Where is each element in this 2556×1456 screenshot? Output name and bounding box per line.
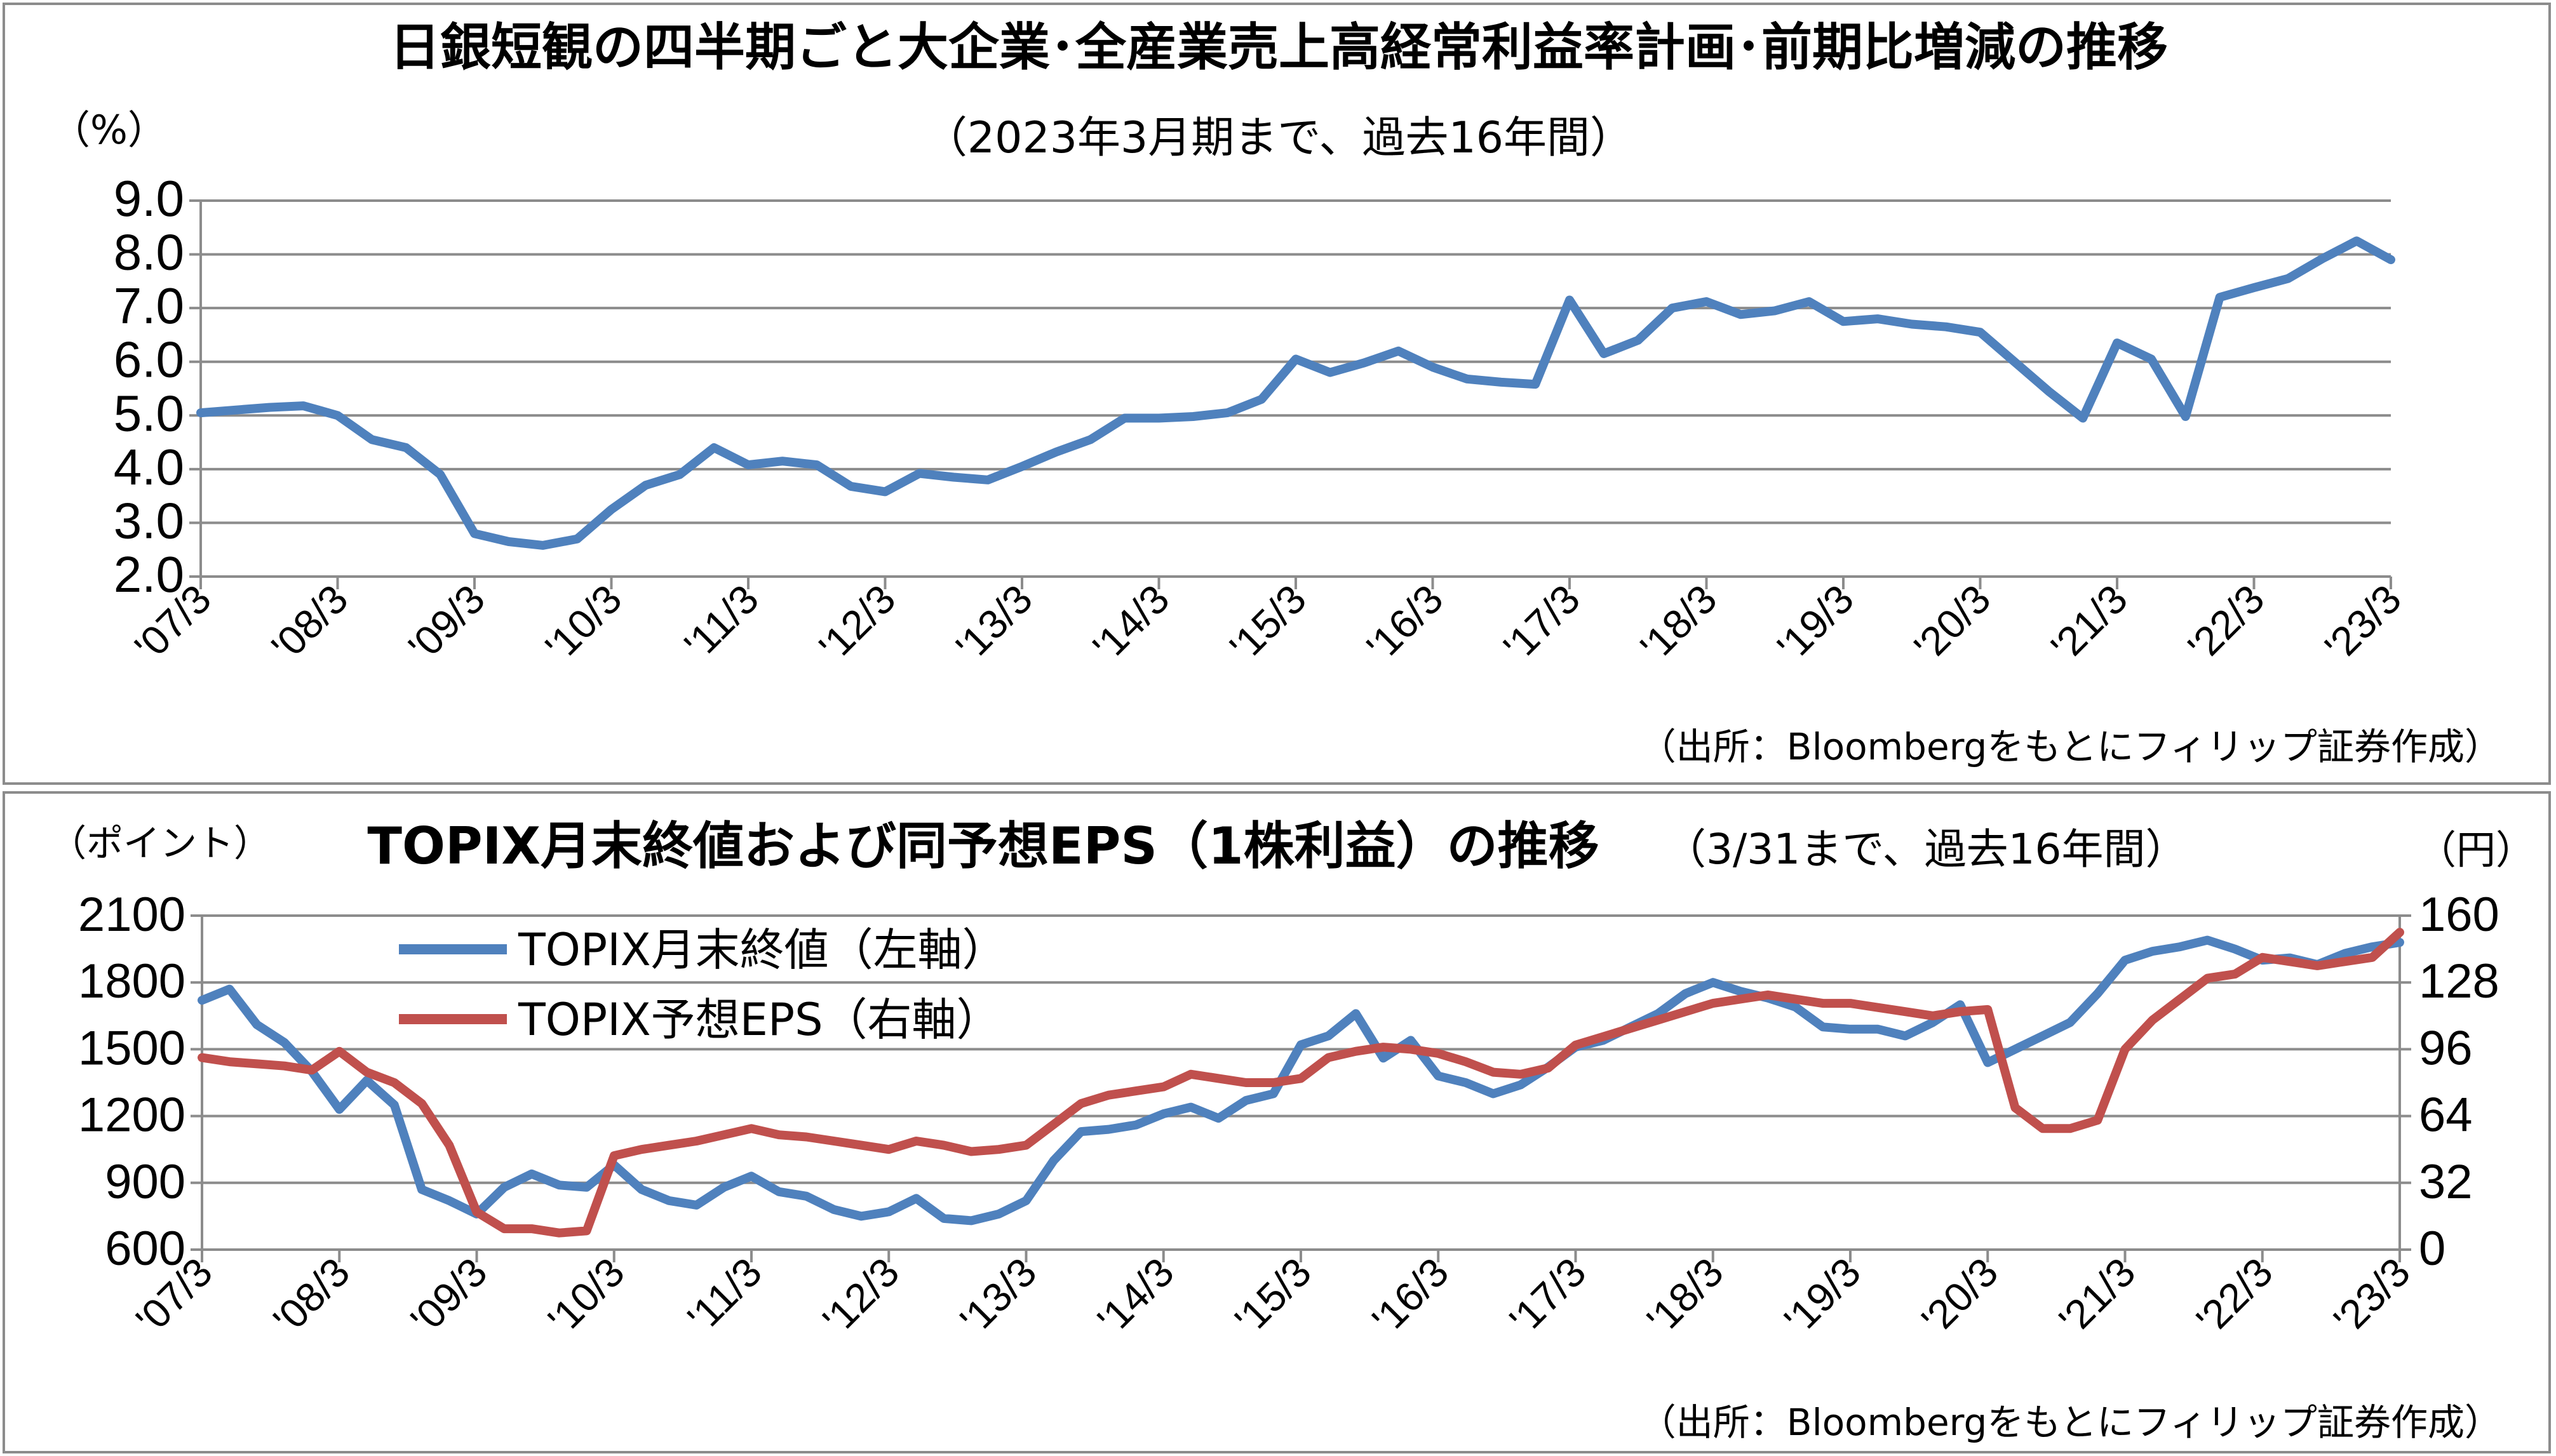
y-tick-label: 5.0 [114, 385, 184, 441]
y-tick-label: 9.0 [114, 170, 184, 227]
y-tick-label: 6.0 [114, 331, 184, 388]
x-tick-label: '19/3 [1775, 1249, 1869, 1343]
x-tick-label: '15/3 [1221, 576, 1315, 670]
x-tick-label: '16/3 [1358, 576, 1452, 670]
x-tick-label: '19/3 [1768, 576, 1862, 670]
plot-area: 21001800150012009006001601289664320'07/3… [78, 888, 2499, 1343]
plot-area: 9.08.07.06.05.04.03.02.0'07/3'08/3'09/3 '… [114, 170, 2410, 670]
right-axis-unit: （円） [2417, 827, 2535, 873]
y-tick-label: 1800 [78, 954, 185, 1008]
upper-chart-panel: 日銀短観の四半期ごと大企業･全産業売上高経常利益率計画･前期比増減の推移 （20… [3, 3, 2551, 785]
x-tick-label: '14/3 [1089, 1249, 1183, 1343]
x-tick-label: '23/3 [2316, 576, 2410, 670]
y-tick-label: 900 [105, 1155, 185, 1209]
x-tick-label: '22/3 [2188, 1249, 2282, 1343]
y-tick-label: 8.0 [114, 224, 184, 281]
x-tick-label: '10/3 [539, 1249, 633, 1343]
x-tick-label: '11/3 [679, 1249, 770, 1340]
x-tick-label: '10/3 [537, 576, 631, 670]
x-tick-label: '22/3 [2179, 576, 2273, 670]
source-note: （出所：Bloombergをもとにフィリップ証券作成） [1639, 1401, 2501, 1444]
x-tick-label: '20/3 [1913, 1249, 2007, 1343]
x-tick-label: '17/3 [1495, 576, 1589, 670]
lower-chart-panel: （ポイント） TOPIX月末終値および同予想EPS（1株利益）の推移 （3/31… [3, 791, 2551, 1453]
y-tick-label: 1500 [78, 1021, 185, 1075]
y2-tick-label: 0 [2419, 1222, 2445, 1276]
source-note: （出所：Bloombergをもとにフィリップ証券作成） [1639, 725, 2501, 768]
x-tick-label: '09/3 [400, 576, 494, 670]
x-tick-label: '13/3 [952, 1249, 1046, 1343]
y-tick-label: 2100 [78, 888, 185, 942]
x-tick-label: '18/3 [1638, 1249, 1732, 1343]
y2-tick-label: 160 [2419, 888, 2499, 942]
x-tick-label: '15/3 [1226, 1249, 1320, 1343]
legend-label-eps: TOPIX予想EPS（右軸） [518, 994, 1001, 1046]
legend-label-topix: TOPIX月末終値（左軸） [518, 924, 1007, 976]
x-tick-label: '20/3 [1906, 576, 2000, 670]
y-tick-label: 4.0 [114, 439, 184, 495]
chart-title: 日銀短観の四半期ごと大企業･全産業売上高経常利益率計画･前期比増減の推移 [389, 18, 2168, 77]
y2-tick-label: 64 [2419, 1088, 2473, 1142]
left-axis-unit: （ポイント） [50, 822, 271, 865]
y2-tick-label: 128 [2419, 954, 2499, 1008]
x-tick-label: '08/3 [265, 1249, 359, 1343]
y-tick-label: 1200 [78, 1088, 185, 1142]
x-tick-label: '09/3 [402, 1249, 496, 1343]
y2-tick-label: 96 [2419, 1021, 2473, 1075]
profit-margin-line-chart: 日銀短観の四半期ごと大企業･全産業売上高経常利益率計画･前期比増減の推移 （20… [51, 18, 2501, 768]
x-tick-label: '23/3 [2325, 1249, 2419, 1343]
x-tick-label: '18/3 [1632, 576, 1726, 670]
chart-subtitle: （2023年3月期まで、過去16年間） [924, 113, 1633, 163]
x-tick-label: '21/3 [2042, 576, 2136, 670]
x-tick-label: '17/3 [1501, 1249, 1595, 1343]
x-tick-label: '08/3 [263, 576, 357, 670]
profit-margin-series-line [196, 236, 2395, 550]
legend: TOPIX月末終値（左軸） TOPIX予想EPS（右軸） [399, 924, 1007, 1046]
x-tick-label: '13/3 [947, 576, 1041, 670]
chart-subtitle: （3/31まで、過去16年間） [1664, 825, 2188, 874]
y-tick-label: 3.0 [114, 492, 184, 549]
x-tick-label: '11/3 [676, 576, 767, 667]
x-tick-label: '12/3 [811, 576, 905, 670]
y-axis-unit: （%） [51, 107, 167, 153]
eps-series-line [198, 928, 2404, 1238]
x-tick-label: '21/3 [2050, 1249, 2144, 1343]
chart-title: TOPIX月末終値および同予想EPS（1株利益）の推移 [367, 817, 1599, 876]
x-tick-label: '14/3 [1084, 576, 1178, 670]
topix-eps-line-chart: （ポイント） TOPIX月末終値および同予想EPS（1株利益）の推移 （3/31… [50, 817, 2535, 1444]
topix-series-line [198, 935, 2404, 1226]
y-tick-label: 600 [105, 1222, 185, 1276]
y-tick-label: 2.0 [114, 546, 184, 603]
x-tick-label: '12/3 [814, 1249, 908, 1343]
x-tick-label: '16/3 [1364, 1249, 1458, 1343]
y-tick-label: 7.0 [114, 277, 184, 334]
y2-tick-label: 32 [2419, 1155, 2473, 1209]
